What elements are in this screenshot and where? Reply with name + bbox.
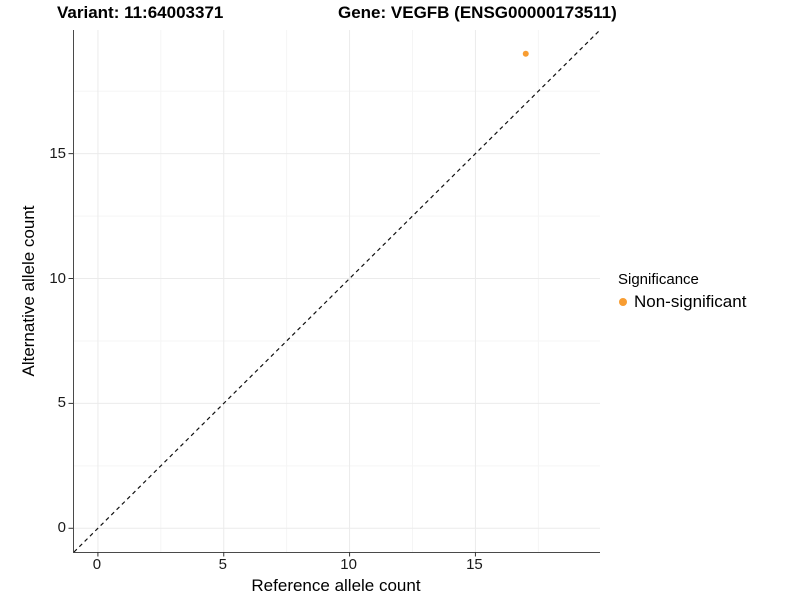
plot-canvas bbox=[68, 29, 601, 557]
legend-point-icon bbox=[619, 297, 627, 306]
x-tick-label: 0 bbox=[92, 556, 102, 573]
x-tick-label: 5 bbox=[218, 556, 227, 573]
y-tick-label: 0 bbox=[57, 519, 66, 537]
y-tick-label: 5 bbox=[57, 394, 66, 412]
y-tick-labels: 0 5 10 15 bbox=[0, 30, 66, 552]
identity-dashed-line bbox=[73, 29, 601, 553]
data-point bbox=[522, 50, 529, 57]
legend-items: Non-significant bbox=[616, 293, 746, 310]
legend-title: Significance bbox=[618, 271, 699, 288]
plot-title-variant: Variant: 11:64003371 bbox=[57, 3, 224, 22]
x-axis-title: Reference allele count bbox=[251, 576, 421, 595]
legend-item: Non-significant bbox=[616, 293, 746, 310]
plot-panel bbox=[68, 29, 601, 557]
y-tick-label: 15 bbox=[49, 144, 66, 162]
x-tick-label: 15 bbox=[466, 556, 483, 573]
legend-item-label: Non-significant bbox=[634, 292, 747, 311]
x-tick-label: 10 bbox=[340, 556, 357, 573]
x-tick-labels: 0 5 10 15 bbox=[73, 556, 599, 574]
legend: Significance Non-significant bbox=[616, 271, 746, 310]
plot-title-gene: Gene: VEGFB (ENSG00000173511) bbox=[338, 3, 617, 22]
y-tick-label: 10 bbox=[49, 269, 66, 287]
